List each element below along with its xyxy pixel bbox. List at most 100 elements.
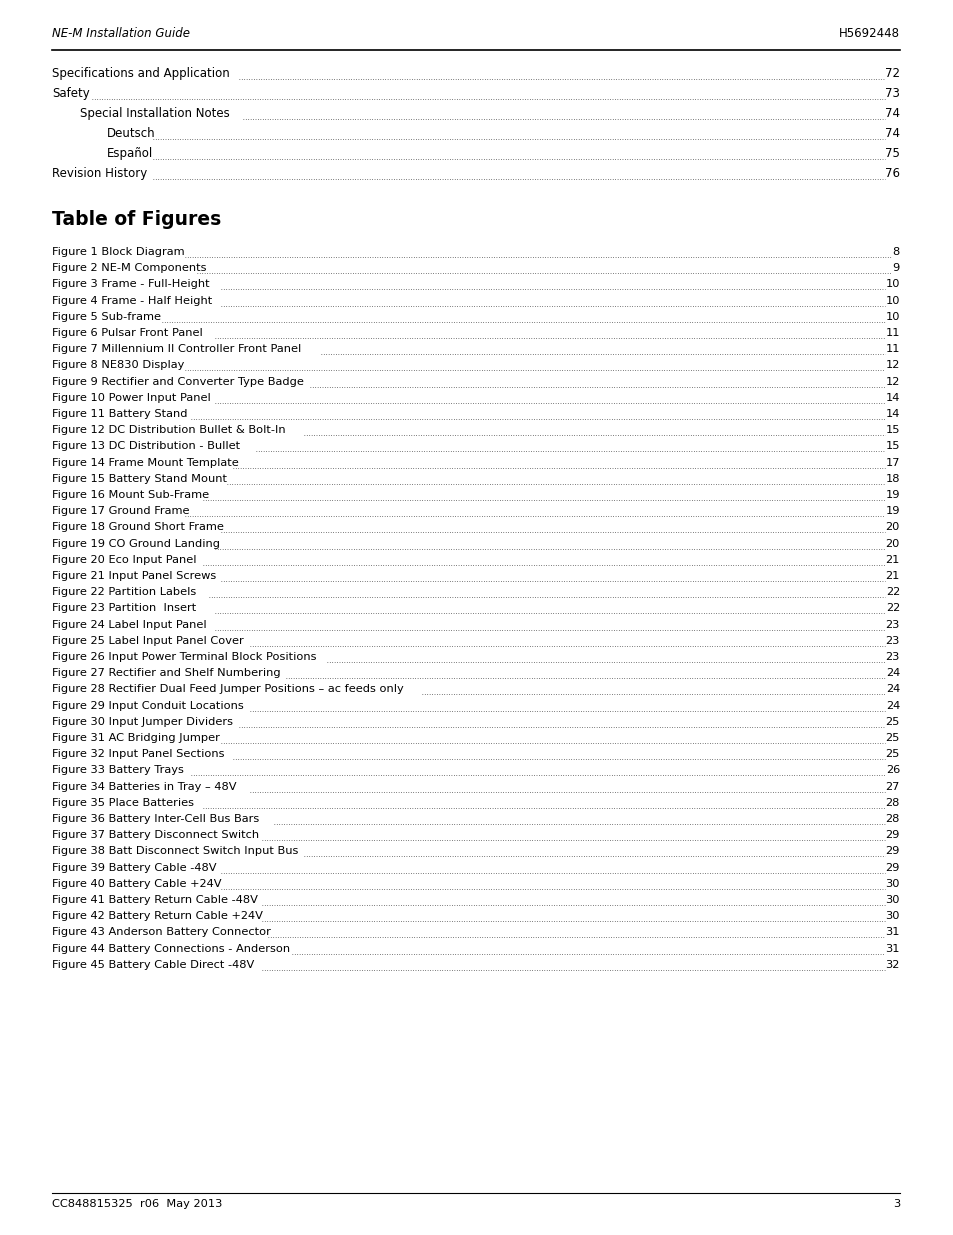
Text: 20: 20	[884, 522, 899, 532]
Text: Safety: Safety	[52, 86, 90, 100]
Text: 24: 24	[884, 700, 899, 710]
Text: Figure 13 DC Distribution - Bullet: Figure 13 DC Distribution - Bullet	[52, 441, 240, 452]
Text: 25: 25	[884, 750, 899, 760]
Text: 30: 30	[884, 911, 899, 921]
Text: Figure 22 Partition Labels: Figure 22 Partition Labels	[52, 587, 196, 598]
Text: Figure 38 Batt Disconnect Switch Input Bus: Figure 38 Batt Disconnect Switch Input B…	[52, 846, 298, 856]
Text: Figure 35 Place Batteries: Figure 35 Place Batteries	[52, 798, 193, 808]
Text: 31: 31	[884, 927, 899, 937]
Text: 29: 29	[884, 830, 899, 840]
Text: Figure 10 Power Input Panel: Figure 10 Power Input Panel	[52, 393, 211, 403]
Text: 32: 32	[884, 960, 899, 969]
Text: Figure 26 Input Power Terminal Block Positions: Figure 26 Input Power Terminal Block Pos…	[52, 652, 316, 662]
Text: Figure 16 Mount Sub-Frame: Figure 16 Mount Sub-Frame	[52, 490, 209, 500]
Text: 11: 11	[884, 345, 899, 354]
Text: Figure 19 CO Ground Landing: Figure 19 CO Ground Landing	[52, 538, 220, 548]
Text: Figure 27 Rectifier and Shelf Numbering: Figure 27 Rectifier and Shelf Numbering	[52, 668, 280, 678]
Text: 19: 19	[884, 490, 899, 500]
Text: Figure 25 Label Input Panel Cover: Figure 25 Label Input Panel Cover	[52, 636, 244, 646]
Text: Figure 41 Battery Return Cable -48V: Figure 41 Battery Return Cable -48V	[52, 895, 257, 905]
Text: Figure 2 NE-M Components: Figure 2 NE-M Components	[52, 263, 206, 273]
Text: 75: 75	[884, 147, 899, 161]
Text: Figure 34 Batteries in Tray – 48V: Figure 34 Batteries in Tray – 48V	[52, 782, 236, 792]
Text: 20: 20	[884, 538, 899, 548]
Text: 76: 76	[884, 167, 899, 180]
Text: Figure 39 Battery Cable -48V: Figure 39 Battery Cable -48V	[52, 862, 216, 873]
Text: Specifications and Application: Specifications and Application	[52, 67, 230, 80]
Text: 15: 15	[884, 425, 899, 435]
Text: 24: 24	[884, 668, 899, 678]
Text: 19: 19	[884, 506, 899, 516]
Text: Figure 6 Pulsar Front Panel: Figure 6 Pulsar Front Panel	[52, 329, 203, 338]
Text: 14: 14	[884, 409, 899, 419]
Text: 18: 18	[884, 474, 899, 484]
Text: 8: 8	[892, 247, 899, 257]
Text: Figure 14 Frame Mount Template: Figure 14 Frame Mount Template	[52, 458, 238, 468]
Text: Special Installation Notes: Special Installation Notes	[80, 107, 230, 120]
Text: Figure 15 Battery Stand Mount: Figure 15 Battery Stand Mount	[52, 474, 227, 484]
Text: Figure 4 Frame - Half Height: Figure 4 Frame - Half Height	[52, 295, 212, 305]
Text: 10: 10	[884, 311, 899, 322]
Text: Figure 36 Battery Inter-Cell Bus Bars: Figure 36 Battery Inter-Cell Bus Bars	[52, 814, 259, 824]
Text: 10: 10	[884, 295, 899, 305]
Text: 25: 25	[884, 734, 899, 743]
Text: 29: 29	[884, 846, 899, 856]
Text: Deutsch: Deutsch	[107, 127, 155, 140]
Text: NE-M Installation Guide: NE-M Installation Guide	[52, 27, 190, 40]
Text: 27: 27	[884, 782, 899, 792]
Text: 30: 30	[884, 895, 899, 905]
Text: 10: 10	[884, 279, 899, 289]
Text: Figure 8 NE830 Display: Figure 8 NE830 Display	[52, 361, 184, 370]
Text: Figure 33 Battery Trays: Figure 33 Battery Trays	[52, 766, 184, 776]
Text: Figure 37 Battery Disconnect Switch: Figure 37 Battery Disconnect Switch	[52, 830, 259, 840]
Text: 74: 74	[884, 127, 899, 140]
Text: 29: 29	[884, 862, 899, 873]
Text: Figure 11 Battery Stand: Figure 11 Battery Stand	[52, 409, 188, 419]
Text: Revision History: Revision History	[52, 167, 147, 180]
Text: Figure 44 Battery Connections - Anderson: Figure 44 Battery Connections - Anderson	[52, 944, 290, 953]
Text: 17: 17	[884, 458, 899, 468]
Text: 12: 12	[884, 361, 899, 370]
Text: Figure 23 Partition  Insert: Figure 23 Partition Insert	[52, 604, 196, 614]
Text: 22: 22	[884, 587, 899, 598]
Text: 21: 21	[884, 555, 899, 564]
Text: 74: 74	[884, 107, 899, 120]
Text: 11: 11	[884, 329, 899, 338]
Text: 15: 15	[884, 441, 899, 452]
Text: 23: 23	[884, 652, 899, 662]
Text: Español: Español	[107, 147, 153, 161]
Text: Figure 7 Millennium II Controller Front Panel: Figure 7 Millennium II Controller Front …	[52, 345, 301, 354]
Text: Figure 31 AC Bridging Jumper: Figure 31 AC Bridging Jumper	[52, 734, 219, 743]
Text: Figure 29 Input Conduit Locations: Figure 29 Input Conduit Locations	[52, 700, 244, 710]
Text: Figure 42 Battery Return Cable +24V: Figure 42 Battery Return Cable +24V	[52, 911, 263, 921]
Text: Figure 5 Sub-frame: Figure 5 Sub-frame	[52, 311, 161, 322]
Text: 23: 23	[884, 620, 899, 630]
Text: 3: 3	[892, 1199, 899, 1209]
Text: Figure 9 Rectifier and Converter Type Badge: Figure 9 Rectifier and Converter Type Ba…	[52, 377, 304, 387]
Text: 73: 73	[884, 86, 899, 100]
Text: 31: 31	[884, 944, 899, 953]
Text: Figure 1 Block Diagram: Figure 1 Block Diagram	[52, 247, 185, 257]
Text: 28: 28	[884, 798, 899, 808]
Text: Figure 45 Battery Cable Direct -48V: Figure 45 Battery Cable Direct -48V	[52, 960, 254, 969]
Text: 30: 30	[884, 879, 899, 889]
Text: 28: 28	[884, 814, 899, 824]
Text: Figure 12 DC Distribution Bullet & Bolt-In: Figure 12 DC Distribution Bullet & Bolt-…	[52, 425, 285, 435]
Text: Figure 21 Input Panel Screws: Figure 21 Input Panel Screws	[52, 571, 216, 580]
Text: 26: 26	[884, 766, 899, 776]
Text: 21: 21	[884, 571, 899, 580]
Text: H5692448: H5692448	[838, 27, 899, 40]
Text: 22: 22	[884, 604, 899, 614]
Text: 23: 23	[884, 636, 899, 646]
Text: 12: 12	[884, 377, 899, 387]
Text: 9: 9	[892, 263, 899, 273]
Text: 25: 25	[884, 716, 899, 727]
Text: Figure 3 Frame - Full-Height: Figure 3 Frame - Full-Height	[52, 279, 210, 289]
Text: Figure 17 Ground Frame: Figure 17 Ground Frame	[52, 506, 190, 516]
Text: Table of Figures: Table of Figures	[52, 210, 221, 228]
Text: Figure 20 Eco Input Panel: Figure 20 Eco Input Panel	[52, 555, 196, 564]
Text: CC848815325  r06  May 2013: CC848815325 r06 May 2013	[52, 1199, 222, 1209]
Text: Figure 28 Rectifier Dual Feed Jumper Positions – ac feeds only: Figure 28 Rectifier Dual Feed Jumper Pos…	[52, 684, 403, 694]
Text: 72: 72	[884, 67, 899, 80]
Text: Figure 40 Battery Cable +24V: Figure 40 Battery Cable +24V	[52, 879, 221, 889]
